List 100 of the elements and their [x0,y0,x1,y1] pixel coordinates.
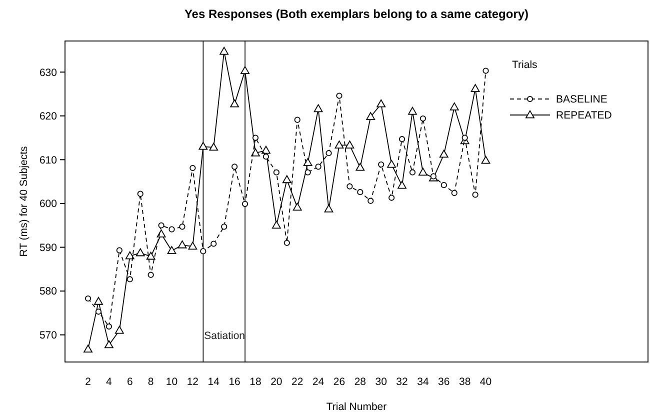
point [282,175,292,184]
point [451,190,458,196]
point [273,169,280,176]
x-tick-label: 36 [438,376,450,388]
point [356,162,365,171]
point [284,240,290,246]
x-tick-label: 34 [417,376,429,388]
legend-label: BASELINE [556,94,608,106]
point [95,308,102,315]
point [179,224,186,230]
point [462,134,468,141]
x-tick-label: 18 [250,376,262,388]
point [439,150,448,158]
x-tick-label: 6 [126,376,133,388]
x-tick-label: 12 [186,376,199,388]
x-axis-title: Trial Number [326,401,388,413]
point [408,106,417,115]
point [262,154,270,160]
point [470,84,480,92]
y-tick-label: 630 [39,66,58,79]
x-tick-label: 38 [458,376,471,388]
point [94,296,103,305]
point [251,148,260,156]
point [376,99,386,108]
point [378,161,384,168]
x-tick-label: 2 [85,376,92,388]
y-tick-label: 570 [39,330,58,342]
point [198,142,208,150]
point [368,198,374,204]
point [220,46,229,55]
point [398,136,406,142]
point [232,164,238,170]
point [148,272,154,278]
x-tick-label: 40 [480,376,492,388]
x-tick-label: 22 [292,376,304,388]
point [190,164,196,172]
point [409,169,416,176]
point [106,323,112,330]
point [450,102,459,110]
y-tick-label: 590 [39,242,58,254]
point [209,142,218,151]
legend-title: Trials [512,59,538,71]
y-tick-label: 580 [39,286,58,298]
point [326,150,332,156]
point [366,112,376,120]
point [116,247,122,254]
point [240,66,250,74]
x-tick-label: 16 [228,376,241,388]
point [420,115,426,122]
point [418,168,428,176]
point [440,182,447,188]
x-tick-label: 4 [106,376,112,388]
point [167,246,176,254]
point [324,204,334,212]
point [472,192,478,198]
point [346,183,353,190]
point [146,252,156,260]
point [242,200,248,207]
point [84,344,92,353]
point [104,340,114,348]
point [304,169,311,176]
point [262,146,270,154]
y-tick-label: 620 [39,110,58,123]
point [336,92,342,99]
point [221,224,228,230]
point [230,99,240,108]
x-tick-label: 28 [354,376,366,388]
point [398,180,406,189]
point [136,248,145,256]
point [168,226,175,232]
y-axis-title: RT (ms) for 40 Subjects [18,146,30,257]
point [156,229,166,238]
point [125,251,134,260]
point [178,240,187,248]
point [252,134,259,141]
chart-title: Yes Responses (Both exemplars belong to a same category) [184,7,529,21]
x-tick-label: 30 [375,376,388,388]
point [158,222,164,228]
legend-label: REPEATED [556,110,612,122]
point [345,140,354,148]
y-tick-label: 600 [39,198,58,210]
point [357,189,364,196]
point [314,104,323,112]
point [292,202,302,211]
point [294,116,300,123]
point [114,326,124,334]
point [137,190,144,197]
point [387,160,396,168]
x-tick-label: 24 [312,376,324,388]
y-tick-label: 610 [39,154,58,166]
point [481,156,490,164]
x-tick-label: 14 [208,376,220,388]
x-tick-label: 26 [333,376,346,388]
ref-line-label: Satiation [204,330,246,342]
x-tick-label: 10 [166,376,178,388]
point [482,68,489,74]
point [188,242,198,250]
point [303,158,312,166]
point [84,295,92,302]
point [210,240,217,247]
